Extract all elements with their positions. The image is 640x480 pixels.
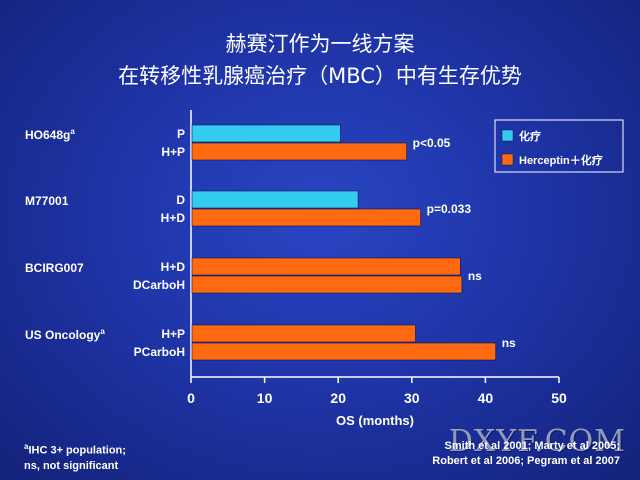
watermark: DXYF.COM: [448, 424, 626, 459]
bar: [191, 190, 359, 209]
study-label: HO648ga: [25, 127, 75, 142]
bar: [191, 324, 416, 343]
footnote-left-line-2: ns, not significant: [24, 459, 119, 472]
bar: [191, 208, 421, 227]
bar-category-label: D: [176, 193, 185, 207]
footnote-right-line-2: Robert et al 2006; Pegram et al 2007: [432, 455, 620, 467]
x-tick-label: 50: [551, 390, 567, 406]
bar-category-label: PCarboH: [134, 345, 185, 359]
bar-category-label: H+P: [161, 327, 185, 341]
x-tick-label: 0: [187, 390, 195, 406]
x-axis-label: OS (months): [336, 413, 414, 428]
bar-category-label: DCarboH: [133, 278, 185, 292]
study-label: BCIRG007: [25, 261, 84, 275]
footnote-right: Smith et al 2001; Marty et al 2005; Robe…: [432, 439, 620, 469]
legend-swatch: [501, 153, 514, 166]
bar: [191, 142, 407, 161]
significance-label: p=0.033: [427, 202, 472, 216]
bar: [191, 342, 497, 361]
footnote-right-line-1: Smith et al 2001; Marty et al 2005;: [444, 440, 620, 452]
study-label: US Oncologya: [25, 327, 105, 342]
x-tick-label: 10: [257, 390, 273, 406]
study-label: M77001: [25, 194, 69, 208]
bar-category-label: H+D: [161, 260, 186, 274]
bar-category-label: H+D: [161, 211, 186, 225]
footnote-left-line-1: aIHC 3+ population;: [24, 442, 126, 457]
x-tick-label: 40: [478, 390, 494, 406]
title-line-1: 赫赛汀作为一线方案: [225, 32, 415, 56]
bar-category-label: H+P: [161, 145, 185, 159]
significance-label: ns: [502, 336, 516, 350]
legend-label: Herceptin＋化疗: [519, 153, 603, 167]
significance-label: ns: [468, 269, 482, 283]
bar: [191, 124, 341, 143]
bar: [191, 257, 461, 276]
x-tick-label: 20: [330, 390, 346, 406]
legend-label: 化疗: [519, 129, 541, 143]
title-line-2: 在转移性乳腺癌治疗（MBC）中有生存优势: [118, 64, 522, 88]
legend-box: [494, 119, 624, 173]
legend-swatch: [501, 129, 514, 142]
footnote-left-text-1: IHC 3+ population;: [28, 444, 126, 457]
footnote-left: aIHC 3+ population; ns, not significant: [24, 439, 126, 474]
x-tick-label: 30: [404, 390, 420, 406]
bar: [191, 275, 463, 294]
significance-label: p<0.05: [413, 136, 451, 150]
bar-category-label: P: [177, 127, 185, 141]
